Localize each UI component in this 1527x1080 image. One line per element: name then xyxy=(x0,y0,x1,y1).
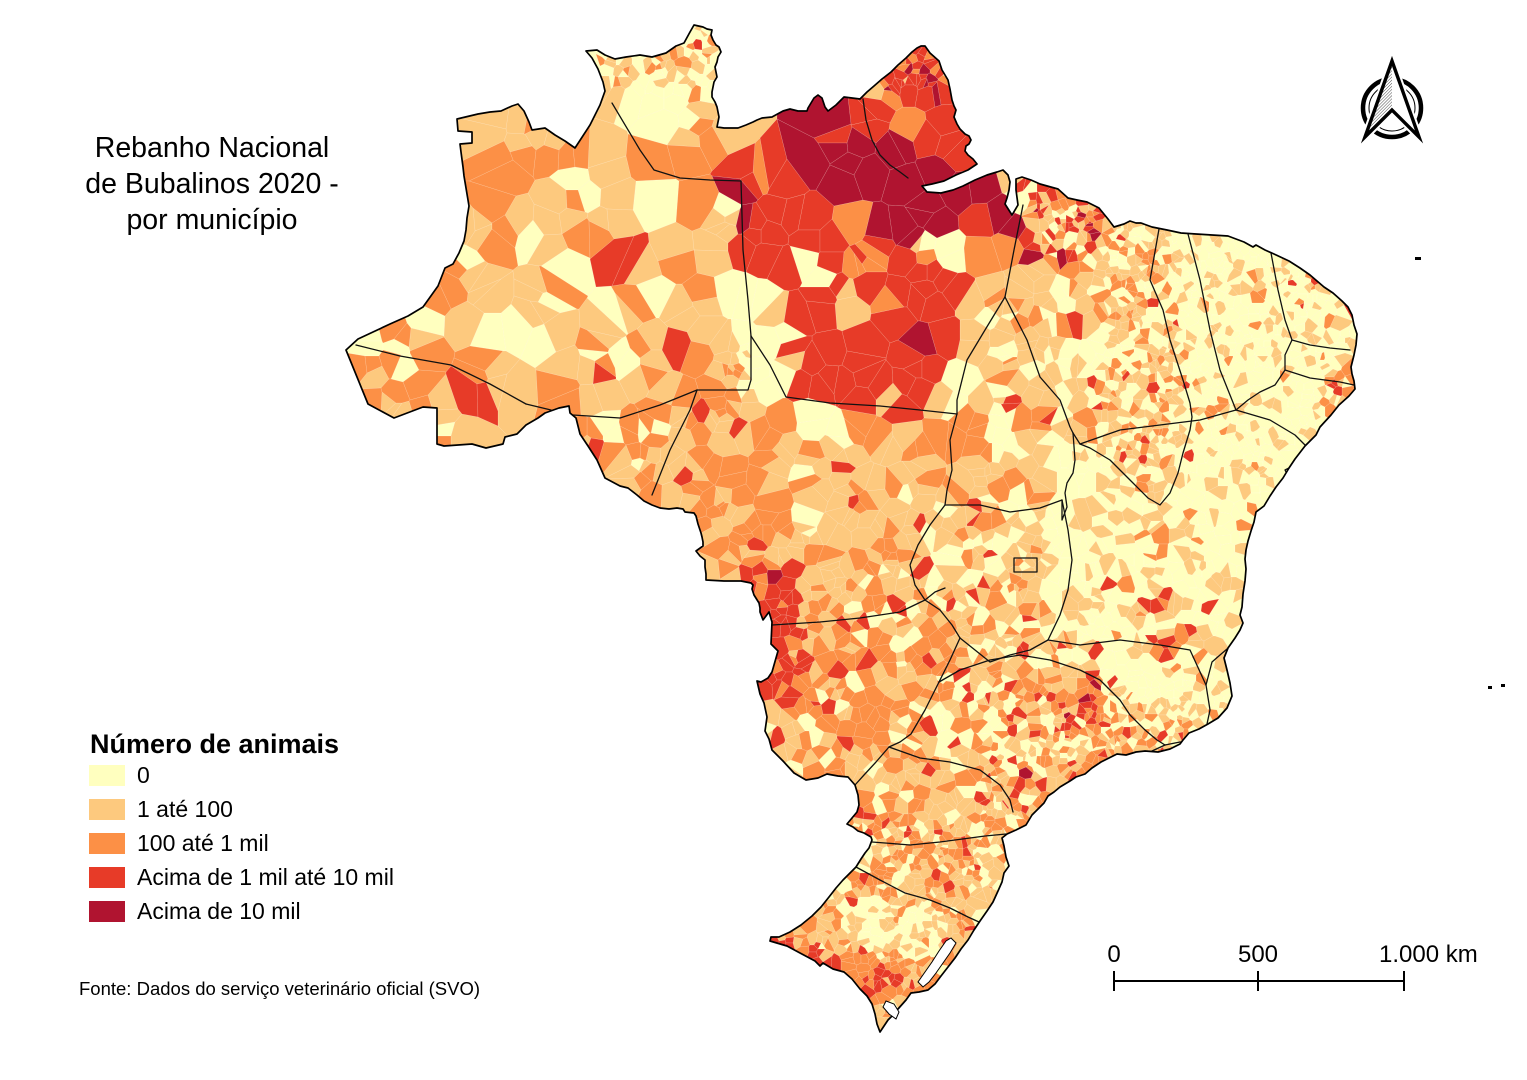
svg-text:Fonte: Dados do serviço veteri: Fonte: Dados do serviço veterinário ofic… xyxy=(79,978,480,999)
svg-text:de Bubalinos 2020 -: de Bubalinos 2020 - xyxy=(85,168,339,200)
svg-text:Rebanho Nacional: Rebanho Nacional xyxy=(95,132,330,164)
svg-text:Número de animais: Número de animais xyxy=(90,729,339,759)
svg-text:100 até 1 mil: 100 até 1 mil xyxy=(137,830,269,856)
svg-text:500: 500 xyxy=(1238,941,1278,968)
svg-text:1.000 km: 1.000 km xyxy=(1379,941,1478,968)
svg-text:Acima de 10 mil: Acima de 10 mil xyxy=(137,898,301,924)
svg-text:por município: por município xyxy=(126,204,297,236)
svg-text:0: 0 xyxy=(137,762,150,788)
svg-text:Acima de 1 mil até 10 mil: Acima de 1 mil até 10 mil xyxy=(137,864,394,890)
svg-text:1 até 100: 1 até 100 xyxy=(137,796,233,822)
svg-text:0: 0 xyxy=(1107,941,1120,968)
